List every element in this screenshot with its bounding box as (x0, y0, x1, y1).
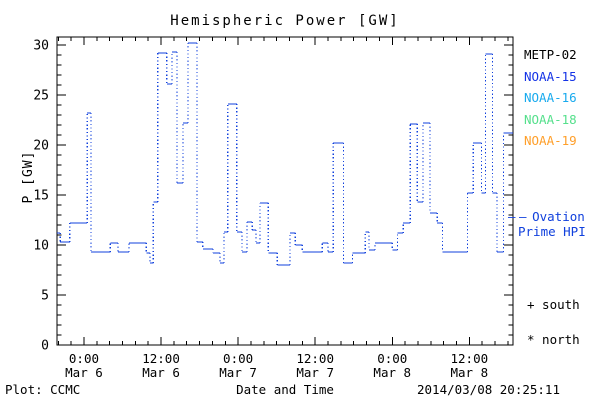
y-tick-label: 30 (33, 39, 49, 54)
legend-item-metp-02: METP-02 (524, 47, 577, 62)
x-tick-time-label: 0:00 (69, 351, 99, 366)
series-label-line2: Prime HPI (518, 224, 586, 239)
series-label-ovation: – – Ovation Prime HPI (508, 209, 586, 239)
marker-key-south: + south (527, 297, 580, 312)
footer-timestamp: 2014/03/08 20:25:11 (417, 382, 560, 397)
x-tick-time-label: 0:00 (377, 351, 407, 366)
legend-item-noaa-18: NOAA-18 (524, 111, 577, 127)
series-label-line1: Ovation (532, 209, 585, 224)
marker-key-north: * north (527, 332, 580, 347)
x-axis-label: Date and Time (236, 382, 334, 397)
y-tick-label: 25 (33, 89, 49, 104)
y-axis-label: P [GW] (20, 150, 36, 204)
satellite-legend: METP-02 NOAA-15 NOAA-16 NOAA-18 NOAA-19 (524, 44, 577, 152)
hpi-step-risers (59, 43, 504, 265)
x-tick-time-label: 12:00 (142, 351, 180, 366)
y-tick-label: 10 (33, 239, 49, 254)
legend-item-noaa-15: NOAA-15 (524, 68, 577, 84)
x-tick-date-label: Mar 6 (142, 365, 180, 380)
footer-credit: Plot: CCMC (5, 382, 81, 397)
dashed-line-sample-icon: – – (508, 209, 527, 224)
marker-keys: + south * north (527, 297, 580, 367)
y-tick-label: 20 (33, 139, 49, 154)
y-tick-label: 15 (33, 189, 49, 204)
y-tick-label: 5 (41, 289, 49, 304)
hpi-step-line (57, 42, 513, 266)
x-tick-date-label: Mar 8 (451, 365, 489, 380)
x-tick-date-label: Mar 8 (373, 365, 411, 380)
x-tick-date-label: Mar 7 (296, 365, 334, 380)
x-tick-time-label: 12:00 (451, 351, 489, 366)
x-tick-time-label: 0:00 (223, 351, 253, 366)
x-tick-time-label: 12:00 (296, 351, 334, 366)
chart-title: Hemispheric Power [GW] (170, 13, 400, 29)
plot-border (56, 36, 514, 346)
legend-item-noaa-19: NOAA-19 (524, 133, 577, 148)
legend-item-noaa-16: NOAA-16 (524, 90, 577, 105)
x-tick-date-label: Mar 6 (65, 365, 103, 380)
y-tick-label: 0 (41, 339, 49, 354)
x-tick-date-label: Mar 7 (219, 365, 257, 380)
